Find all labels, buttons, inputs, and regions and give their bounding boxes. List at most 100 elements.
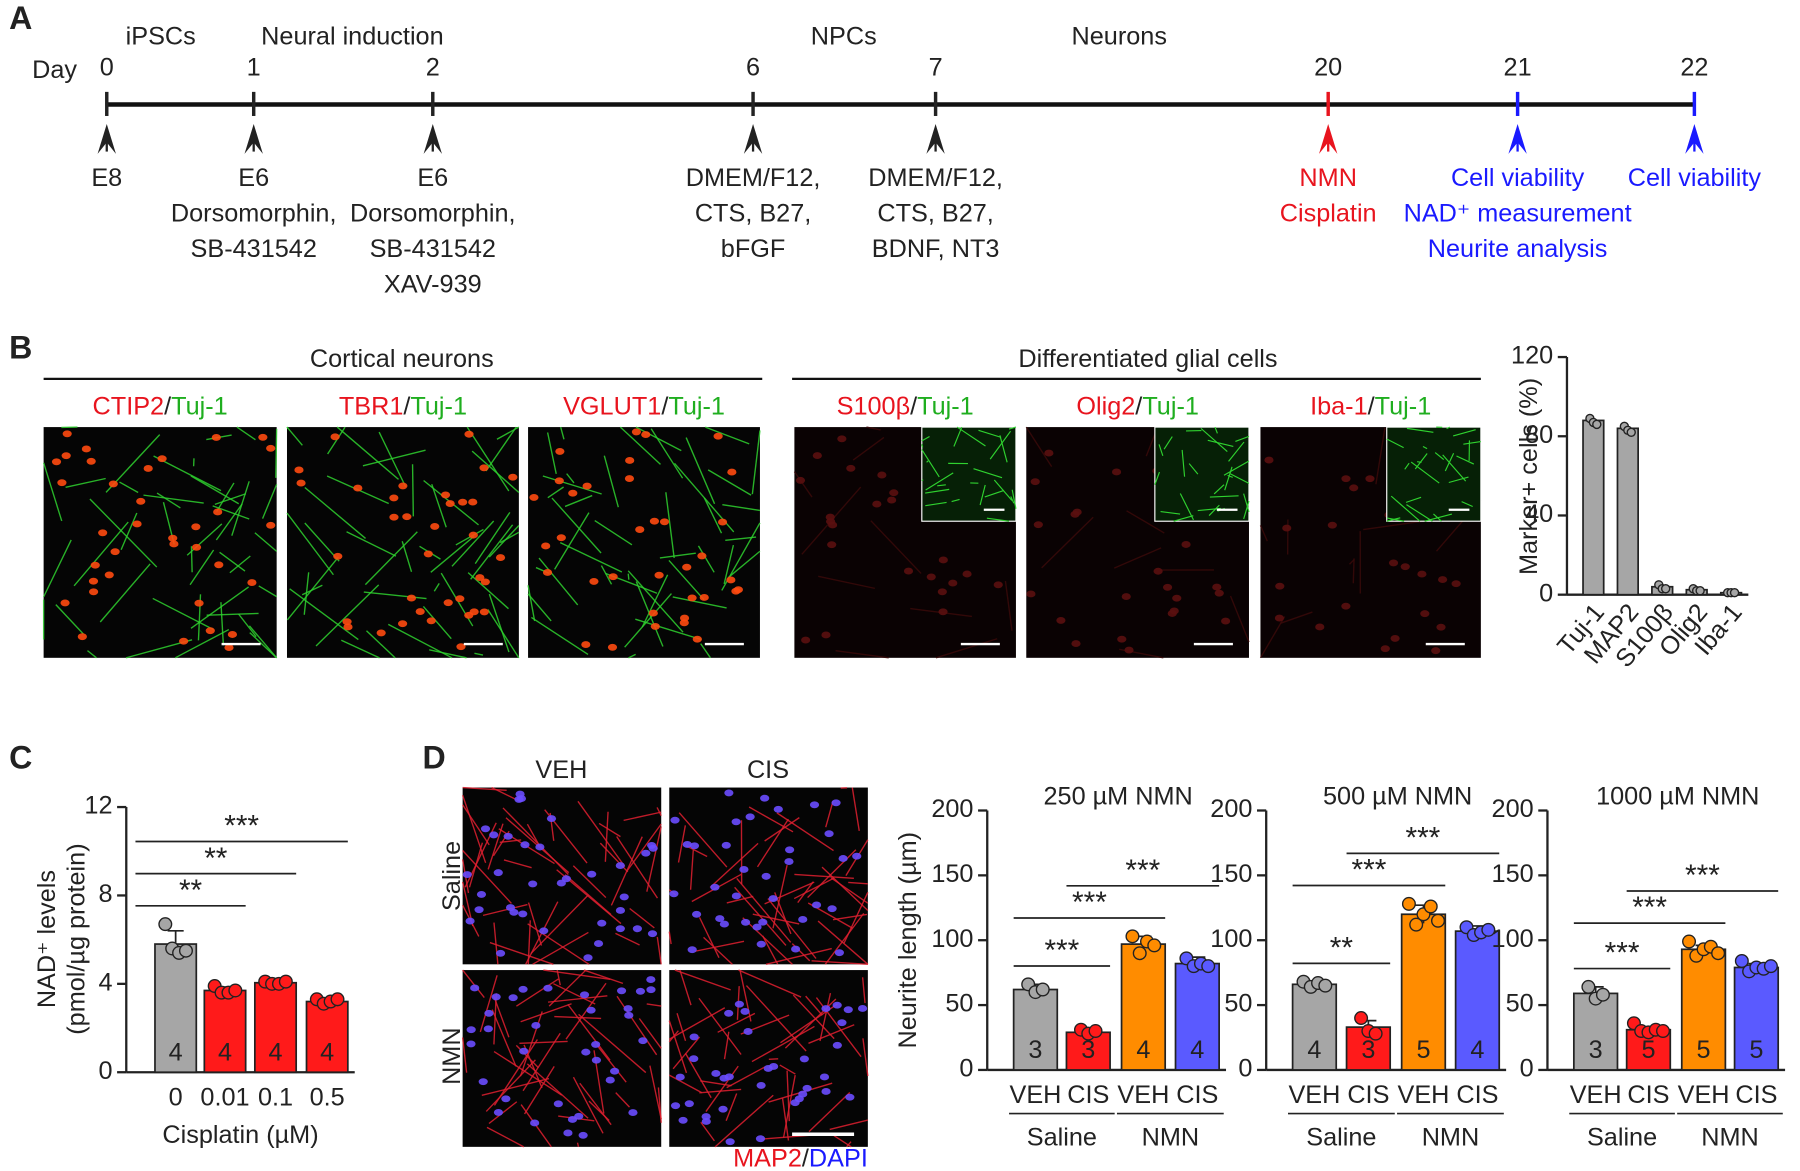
neurite xyxy=(615,932,640,946)
neurite xyxy=(726,895,754,904)
data-point xyxy=(1682,934,1697,949)
chart-title: 1000 µM NMN xyxy=(1596,783,1759,811)
neurite xyxy=(765,947,832,965)
cell-body xyxy=(809,801,820,809)
neurite xyxy=(236,426,256,441)
cell-body xyxy=(60,599,70,607)
cell-body xyxy=(1436,623,1446,631)
cell-body xyxy=(90,561,100,569)
neurite xyxy=(99,563,151,623)
data-point xyxy=(1626,427,1636,438)
cell-body xyxy=(541,542,551,550)
neurite xyxy=(725,1093,738,1122)
neurite xyxy=(532,931,589,965)
y-tick-label: 100 xyxy=(931,925,973,953)
cell-body xyxy=(561,875,571,883)
neurite xyxy=(616,995,658,1056)
neurite xyxy=(700,1080,732,1087)
significance-label: *** xyxy=(224,810,259,843)
cell-body xyxy=(724,1009,734,1017)
neurite xyxy=(431,483,447,528)
inset-neurite xyxy=(925,472,954,491)
cell-body xyxy=(104,571,114,579)
data-point xyxy=(1656,1024,1671,1039)
event-label: CTS, B27, xyxy=(695,199,811,227)
significance-label: *** xyxy=(1125,854,1160,887)
neurite xyxy=(748,806,794,833)
cell-body xyxy=(717,518,728,526)
bar xyxy=(253,981,298,1074)
neurite xyxy=(119,481,139,494)
y-tick-label: 150 xyxy=(1492,860,1534,888)
neurite xyxy=(43,539,72,598)
neurite xyxy=(87,650,97,659)
cell-body xyxy=(719,920,729,928)
neurite xyxy=(560,426,565,440)
cell-body xyxy=(530,1119,540,1127)
neurite xyxy=(153,455,222,492)
neurite xyxy=(679,969,692,1006)
neurite xyxy=(851,787,860,831)
neurite xyxy=(411,464,415,517)
y-tick-label: 200 xyxy=(1210,795,1252,823)
cell-body xyxy=(756,1081,766,1089)
y-tick-label: 50 xyxy=(1506,990,1534,1018)
neurite xyxy=(782,1075,796,1138)
inset-neurite xyxy=(1207,439,1234,447)
bar xyxy=(1582,419,1605,596)
neurite xyxy=(807,849,857,899)
neurite xyxy=(523,1066,555,1115)
neurite xyxy=(499,839,522,844)
neurite xyxy=(742,917,793,965)
cell-body xyxy=(791,945,801,953)
cell-body xyxy=(616,987,627,995)
inset-neurite xyxy=(1386,438,1404,449)
n-label: 5 xyxy=(1416,1036,1430,1064)
neurite xyxy=(829,1119,869,1131)
y-tick-label: 120 xyxy=(1511,342,1553,370)
stage-label: Neurons xyxy=(1072,23,1167,51)
neurite xyxy=(468,842,484,888)
cell-body xyxy=(718,1105,728,1113)
bar xyxy=(1616,427,1639,596)
neurite xyxy=(792,994,835,1040)
cell-body xyxy=(1121,593,1131,600)
neurite xyxy=(577,800,626,867)
stage-label: NPCs xyxy=(811,23,877,51)
y-tick-label: 0 xyxy=(1539,579,1553,607)
cell-body xyxy=(1315,623,1325,631)
neurite xyxy=(519,1040,568,1044)
neurite xyxy=(493,1050,563,1096)
cell-body xyxy=(872,500,882,508)
neurite xyxy=(572,1076,604,1134)
inset-neurite xyxy=(1163,436,1173,450)
cell-body xyxy=(542,568,553,576)
cell-body xyxy=(61,452,71,460)
neurite xyxy=(65,477,106,489)
inset-neurite xyxy=(937,484,946,487)
neurite xyxy=(429,649,467,659)
cell-body xyxy=(574,1112,584,1120)
cell-body xyxy=(648,609,658,617)
inset-neurite xyxy=(1404,462,1410,470)
neurite xyxy=(762,935,779,965)
data-point xyxy=(1581,979,1596,994)
cell-body xyxy=(1072,508,1082,516)
event-label: E6 xyxy=(417,164,448,192)
cell-body xyxy=(625,457,635,464)
inset-neurite xyxy=(986,517,1010,522)
cell-body xyxy=(1390,634,1400,642)
cell-body xyxy=(258,433,268,441)
cell-body xyxy=(578,1131,588,1139)
cell-body xyxy=(77,633,87,641)
neurite xyxy=(567,1003,611,1061)
image-label: Olig2/Tuj-1 xyxy=(1076,392,1199,420)
cell-body xyxy=(376,629,386,637)
neurite xyxy=(467,572,509,610)
cell-body xyxy=(543,984,553,992)
cell-body xyxy=(1380,645,1390,653)
neurite xyxy=(635,426,682,452)
y-axis-label: NAD⁺ levels xyxy=(33,870,61,1008)
group-label: NMN xyxy=(1701,1123,1759,1151)
